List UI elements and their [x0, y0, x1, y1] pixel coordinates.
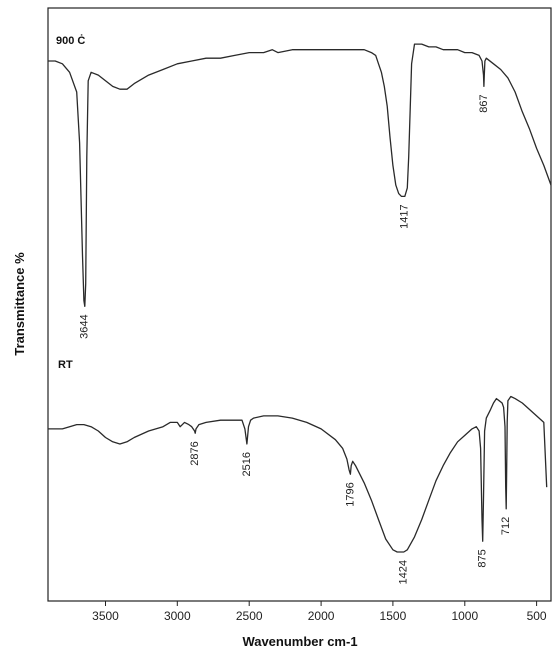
x-tick-label-3500: 3500 — [92, 609, 119, 623]
x-axis-title: Wavenumber cm-1 — [242, 634, 357, 649]
series-label-rt: RT — [58, 359, 73, 371]
peak-label-867: 867 — [478, 94, 490, 112]
x-axis-ticks: 3500 3000 2500 2000 1500 1000 500 — [92, 601, 547, 623]
y-axis-title: Transmittance % — [12, 252, 27, 356]
peak-label-712: 712 — [500, 517, 512, 535]
x-tick-label-1000: 1000 — [451, 609, 478, 623]
peak-label-875: 875 — [477, 549, 489, 567]
peak-annotation-layer: 3644 1417 867 2876 2516 1796 1424 875 712 — [79, 94, 512, 584]
peak-label-2876: 2876 — [189, 441, 201, 465]
x-tick-label-500: 500 — [527, 609, 547, 623]
peak-label-2516: 2516 — [241, 452, 253, 476]
peak-label-3644: 3644 — [79, 314, 91, 338]
peak-label-1796: 1796 — [344, 482, 356, 506]
series-line-rt — [48, 395, 548, 553]
series-label-900: 900 Ċ — [56, 34, 85, 47]
x-tick-label-2500: 2500 — [236, 609, 263, 623]
peak-label-1424: 1424 — [398, 560, 410, 584]
trace-layer — [48, 43, 552, 553]
x-tick-label-3000: 3000 — [164, 609, 191, 623]
plot-frame — [47, 7, 552, 602]
x-tick-label-2000: 2000 — [308, 609, 335, 623]
series-line-900 — [48, 43, 552, 308]
peak-label-1417: 1417 — [399, 204, 411, 228]
x-tick-label-1500: 1500 — [380, 609, 407, 623]
